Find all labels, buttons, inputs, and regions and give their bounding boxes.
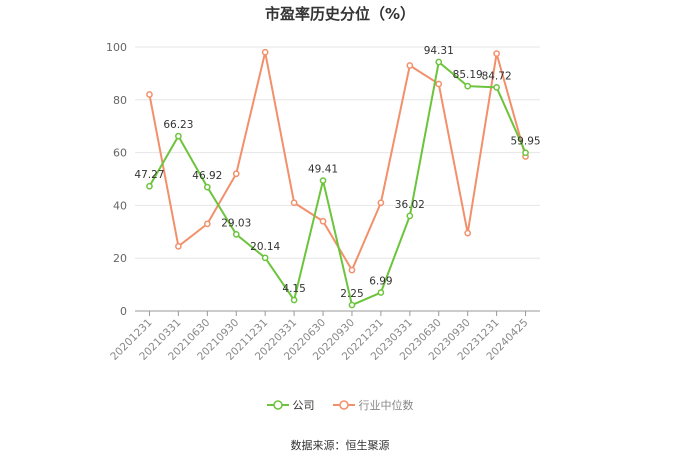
y-tick-label: 80 bbox=[113, 94, 127, 107]
legend: 公司 行业中位数 bbox=[0, 397, 680, 413]
data-label: 29.03 bbox=[221, 217, 251, 229]
legend-item[interactable]: 行业中位数 bbox=[332, 397, 414, 413]
data-label: 66.23 bbox=[163, 119, 193, 131]
data-point-1 bbox=[377, 199, 385, 207]
legend-swatch bbox=[332, 400, 355, 410]
data-point-0 bbox=[377, 289, 385, 296]
data-point-1 bbox=[435, 80, 443, 88]
data-point-1 bbox=[464, 229, 472, 237]
data-source: 数据来源：恒生聚源 bbox=[290, 439, 390, 452]
data-label: 94.31 bbox=[424, 45, 454, 57]
data-point-1 bbox=[406, 62, 414, 69]
data-point-1 bbox=[146, 91, 153, 98]
legend-label: 公司 bbox=[292, 399, 315, 412]
y-tick-label: 0 bbox=[120, 305, 127, 318]
data-point-0 bbox=[522, 149, 529, 157]
legend-swatch bbox=[266, 400, 289, 410]
y-tick-label: 100 bbox=[106, 41, 127, 54]
data-label: 85.19 bbox=[453, 69, 483, 81]
data-label: 59.95 bbox=[511, 136, 541, 148]
data-point-1 bbox=[319, 217, 327, 225]
series-line-0 bbox=[148, 61, 527, 307]
data-point-1 bbox=[493, 50, 500, 57]
chart-title: 市盈率历史分位（%） bbox=[264, 5, 416, 23]
data-point-1 bbox=[261, 48, 269, 56]
legend-label: 行业中位数 bbox=[358, 399, 414, 412]
data-point-0 bbox=[435, 58, 443, 66]
data-label: 20.14 bbox=[250, 241, 280, 253]
data-label: 36.02 bbox=[395, 199, 425, 211]
data-label: 84.72 bbox=[482, 70, 512, 82]
data-point-0 bbox=[232, 231, 240, 238]
data-label: 47.27 bbox=[134, 169, 164, 181]
data-point-1 bbox=[232, 170, 240, 178]
data-point-0 bbox=[203, 183, 211, 191]
y-tick-label: 40 bbox=[113, 199, 127, 212]
data-point-0 bbox=[348, 301, 356, 309]
data-point-1 bbox=[175, 242, 182, 250]
data-point-1 bbox=[290, 199, 298, 207]
y-tick-label: 60 bbox=[113, 147, 127, 160]
data-point-0 bbox=[406, 212, 414, 220]
data-point-0 bbox=[464, 82, 472, 90]
data-point-0 bbox=[261, 254, 269, 262]
data-label: 46.92 bbox=[192, 170, 222, 182]
data-point-0 bbox=[493, 83, 500, 91]
data-point-1 bbox=[348, 266, 356, 274]
legend-item[interactable]: 公司 bbox=[266, 397, 315, 413]
data-point-0 bbox=[290, 296, 298, 304]
data-point-0 bbox=[319, 177, 327, 184]
data-point-0 bbox=[146, 182, 153, 190]
data-label: 49.41 bbox=[308, 164, 338, 176]
data-point-0 bbox=[175, 132, 182, 140]
data-label: 4.15 bbox=[282, 283, 305, 295]
data-label: 2.25 bbox=[340, 288, 363, 300]
data-label: 6.99 bbox=[369, 276, 392, 288]
y-tick-label: 20 bbox=[113, 252, 127, 265]
data-point-1 bbox=[203, 220, 211, 228]
